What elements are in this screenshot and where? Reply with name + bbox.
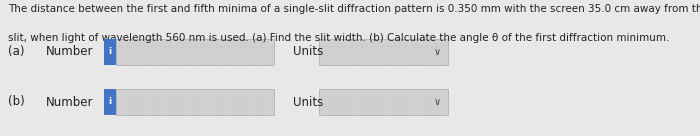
Text: ∨: ∨ [434,97,441,107]
Text: ∨: ∨ [434,47,441,57]
FancyBboxPatch shape [318,89,448,115]
Text: Units: Units [293,45,323,58]
Text: (a): (a) [8,45,25,58]
Text: The distance between the first and fifth minima of a single-slit diffraction pat: The distance between the first and fifth… [8,4,700,14]
Text: i: i [108,47,111,56]
Text: i: i [108,98,111,106]
FancyBboxPatch shape [318,39,448,65]
Text: slit, when light of wavelength 560 nm is used. (a) Find the slit width. (b) Calc: slit, when light of wavelength 560 nm is… [8,33,670,43]
FancyBboxPatch shape [116,89,274,115]
FancyBboxPatch shape [104,39,116,65]
Text: Number: Number [46,45,93,58]
Text: (b): (b) [8,95,25,109]
Text: Units: Units [293,95,323,109]
Text: Number: Number [46,95,93,109]
FancyBboxPatch shape [104,89,116,115]
FancyBboxPatch shape [116,39,274,65]
